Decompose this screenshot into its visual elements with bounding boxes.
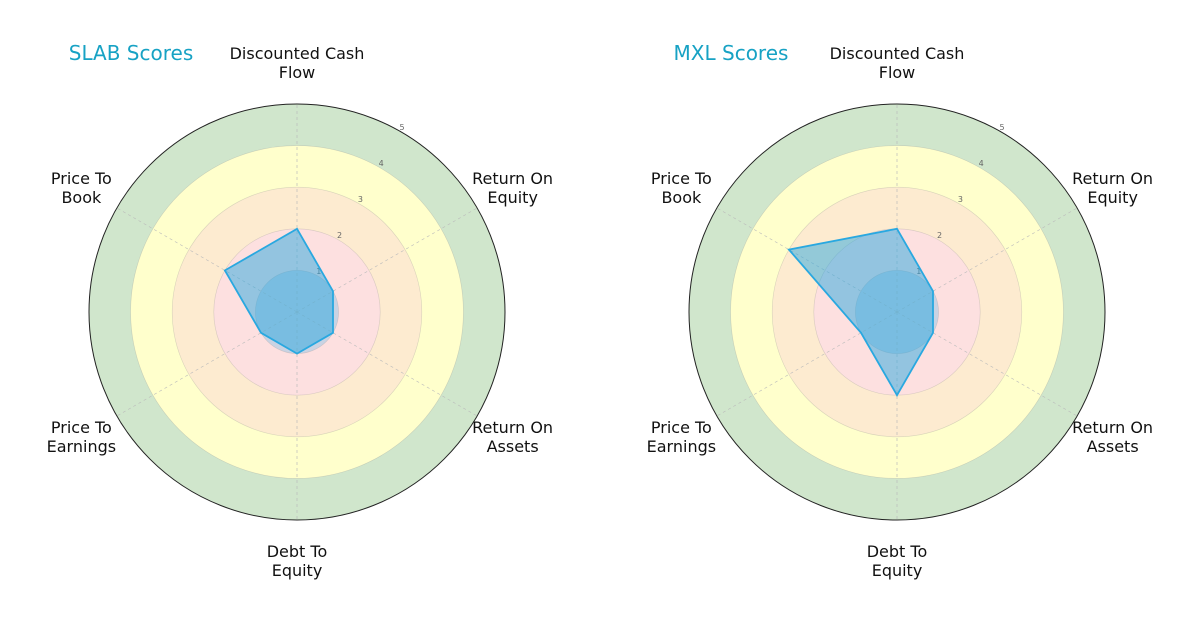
r-tick-label: 4	[379, 159, 384, 168]
axis-label: Price To Earnings	[646, 417, 717, 456]
r-tick-label: 2	[937, 231, 942, 240]
score-area	[223, 227, 334, 355]
axis-line	[896, 207, 1078, 313]
r-tick-label: 4	[979, 159, 984, 168]
axis-line	[296, 207, 478, 313]
axis-label: Return On Equity	[1072, 168, 1154, 207]
axis-label: Discounted Cash Flow	[229, 44, 365, 82]
axis-label: Discounted Cash Flow	[829, 44, 965, 82]
axis-label: Return On Assets	[472, 417, 554, 456]
axis-label: Price To Earnings	[46, 417, 117, 456]
r-tick-label: 3	[958, 195, 963, 204]
r-tick-label: 5	[399, 123, 404, 132]
axis-line	[116, 311, 298, 417]
chart-title: MXL Scores	[673, 41, 789, 65]
axis-line	[296, 311, 478, 417]
axis-line	[896, 311, 1078, 417]
axis-label: Return On Equity	[472, 168, 554, 207]
r-tick-label: 5	[999, 123, 1004, 132]
axis-label: Price To Book	[650, 168, 712, 207]
axis-label: Price To Book	[50, 168, 112, 207]
axis-line	[716, 311, 898, 417]
r-tick-label: 3	[358, 195, 363, 204]
axis-label: Debt To Equity	[266, 542, 328, 580]
score-area	[787, 227, 934, 398]
chart-title: SLAB Scores	[68, 41, 194, 65]
axis-label: Debt To Equity	[866, 542, 928, 580]
axis-line	[116, 207, 298, 313]
r-tick-label: 2	[337, 231, 342, 240]
axis-label: Return On Assets	[1072, 417, 1154, 456]
